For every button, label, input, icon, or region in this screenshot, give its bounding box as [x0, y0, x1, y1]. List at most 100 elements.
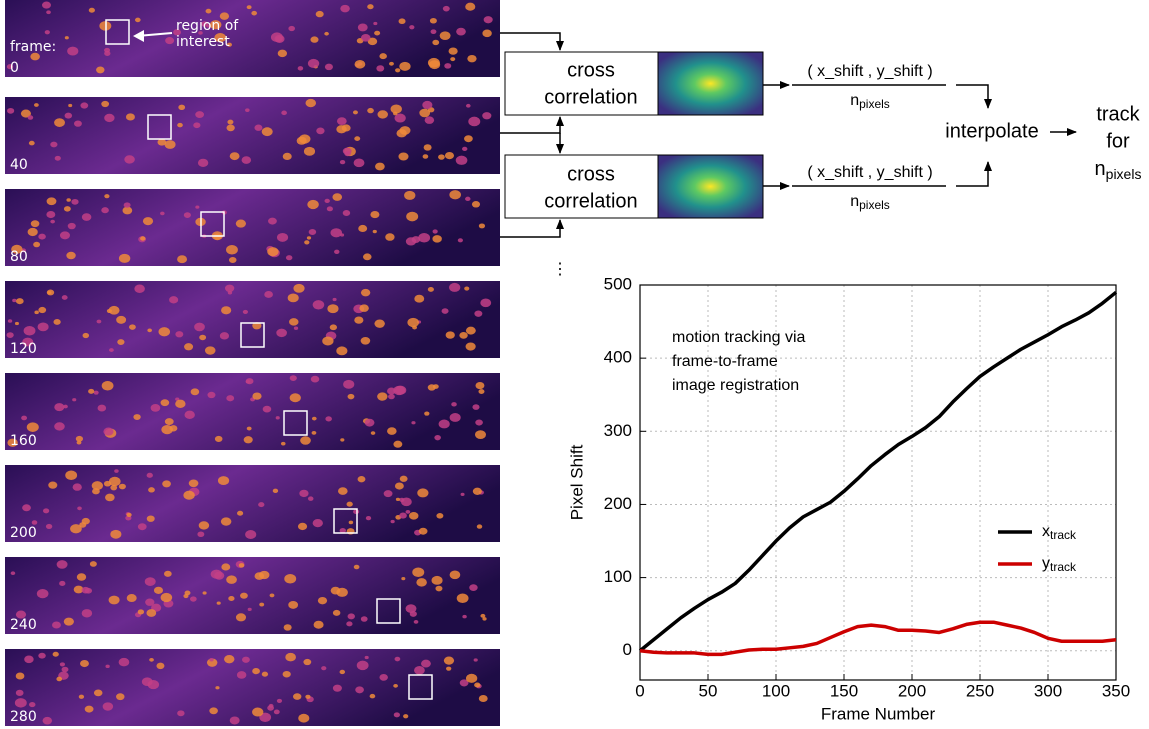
hotspot — [269, 593, 275, 598]
hotspot — [22, 504, 31, 512]
hotspot — [27, 227, 38, 237]
hotspot — [15, 672, 25, 680]
hotspot — [438, 419, 450, 429]
hotspot — [149, 657, 154, 662]
hotspot — [81, 213, 92, 221]
hotspot — [482, 112, 492, 120]
hotspot — [6, 64, 14, 70]
hotspot — [399, 475, 408, 482]
hotspot — [21, 415, 28, 421]
hotspot — [370, 431, 376, 435]
hotspot — [80, 659, 89, 668]
hotspot — [475, 430, 486, 440]
hotspot — [242, 656, 250, 663]
hotspot — [204, 346, 216, 355]
hotspot — [227, 290, 233, 295]
hotspot — [158, 327, 171, 337]
hotspot — [124, 155, 135, 164]
hotspot — [72, 398, 77, 402]
hotspot — [411, 421, 416, 425]
hotspot — [451, 402, 457, 407]
frame-number: 40 — [10, 157, 28, 173]
n: n — [850, 92, 859, 109]
hotspot — [312, 518, 323, 528]
hotspot — [374, 319, 385, 328]
hotspot — [311, 416, 317, 421]
hotspot — [289, 375, 297, 381]
hotspot — [465, 326, 476, 335]
hotspot — [7, 438, 18, 447]
hotspot — [246, 5, 252, 10]
hotspot — [344, 151, 351, 157]
hotspot — [361, 33, 371, 42]
hotspot — [126, 512, 132, 517]
heatmap — [657, 154, 764, 219]
hotspot — [457, 238, 463, 243]
legend-sub: track — [1050, 560, 1077, 574]
hotspot — [324, 31, 329, 36]
hotspot — [449, 570, 461, 580]
hotspot — [395, 68, 401, 73]
hotspot — [444, 151, 455, 160]
hotspot — [347, 613, 355, 620]
hotspot — [416, 578, 427, 587]
hotspot — [407, 317, 419, 328]
hotspot — [118, 483, 126, 490]
hotspot — [59, 580, 66, 586]
hotspot — [439, 31, 451, 41]
hotspot — [118, 657, 130, 667]
hotspot — [339, 160, 346, 165]
hotspot — [308, 229, 317, 236]
hotspot — [446, 666, 452, 671]
hotspot — [336, 117, 347, 126]
hotspot — [63, 617, 74, 626]
hotspot — [419, 108, 431, 118]
hotspot — [264, 290, 273, 298]
hotspot — [197, 158, 209, 167]
hotspot — [61, 666, 69, 673]
hotspot — [467, 54, 477, 63]
hotspot — [71, 198, 79, 205]
hotspot — [195, 205, 200, 209]
hotspot — [104, 194, 110, 199]
box-text: correlation — [544, 86, 637, 108]
hotspot — [188, 479, 199, 488]
hotspot — [403, 714, 409, 719]
x-tick-label: 200 — [898, 681, 926, 700]
frame-image — [5, 97, 500, 174]
hotspot — [15, 689, 24, 696]
hotspot — [259, 602, 265, 607]
hotspot — [383, 490, 393, 498]
hotspot — [480, 298, 492, 308]
hotspot — [110, 484, 118, 491]
hotspot — [68, 103, 73, 108]
hotspot — [93, 390, 99, 395]
hotspot — [259, 712, 272, 722]
roi-arrowhead — [133, 30, 144, 42]
hotspot — [449, 282, 461, 292]
hotspot — [401, 577, 406, 581]
hotspot — [216, 601, 221, 605]
hotspot — [305, 98, 317, 108]
hotspot — [478, 694, 488, 703]
hotspot — [108, 476, 121, 487]
hotspot — [422, 154, 429, 159]
hotspot — [175, 331, 184, 338]
hotspot — [431, 575, 443, 585]
hotspot — [267, 705, 274, 711]
hotspot — [66, 198, 71, 202]
legend-label: ytrack — [1042, 555, 1077, 574]
hotspot — [146, 609, 157, 617]
hotspot — [101, 381, 114, 391]
roi-box — [283, 410, 308, 436]
hotspot — [215, 686, 220, 690]
hotspot — [367, 4, 374, 10]
hotspot — [276, 698, 283, 703]
hotspot — [33, 241, 41, 248]
hotspot — [272, 488, 279, 493]
hotspot — [285, 255, 293, 261]
hotspot — [78, 694, 85, 699]
hotspot — [235, 613, 247, 622]
hotspot — [178, 104, 186, 111]
hotspot — [206, 24, 211, 28]
